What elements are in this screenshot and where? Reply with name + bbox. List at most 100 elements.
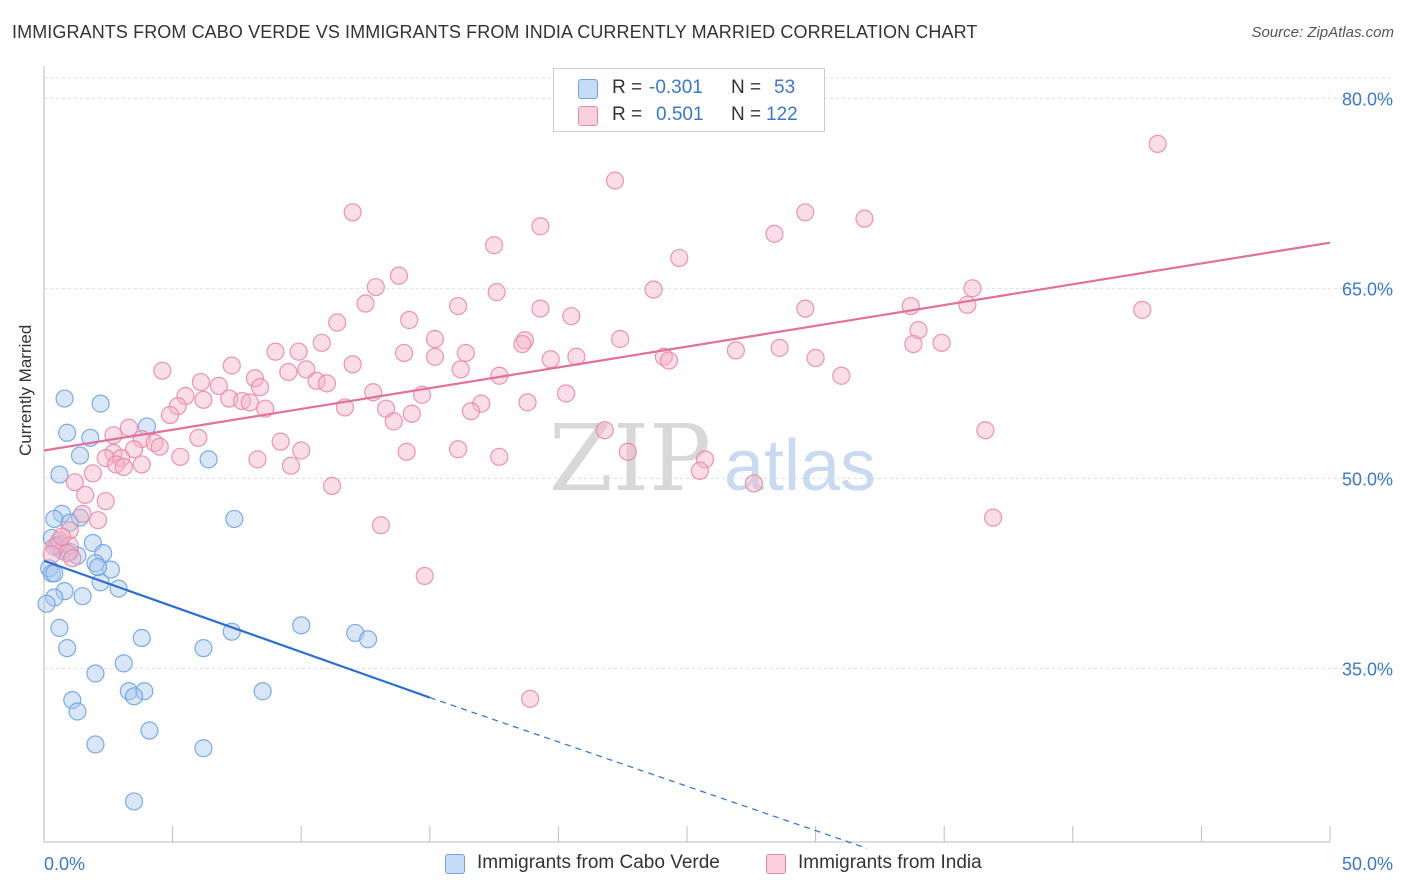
- data-point: [328, 313, 347, 332]
- n-value: 53: [774, 77, 796, 98]
- data-point: [253, 682, 272, 701]
- data-point: [855, 209, 874, 228]
- data-point: [65, 473, 84, 492]
- data-point: [191, 372, 210, 392]
- data-point: [171, 447, 190, 466]
- watermark-atlas: atlas: [724, 426, 876, 506]
- x-tick-label: 50.0%: [1342, 854, 1393, 874]
- data-point: [312, 333, 331, 352]
- data-point: [45, 509, 64, 529]
- data-point: [485, 236, 504, 255]
- data-point: [50, 618, 69, 637]
- data-point: [425, 329, 445, 349]
- n-label: N =: [731, 77, 762, 98]
- data-point: [932, 333, 951, 352]
- data-point: [366, 277, 385, 297]
- data-point: [289, 342, 308, 361]
- data-point: [160, 405, 180, 425]
- data-point: [86, 664, 105, 683]
- data-point: [132, 628, 151, 648]
- data-point: [96, 448, 115, 468]
- legend-label: Immigrants from Cabo Verde: [477, 852, 720, 873]
- grid-lines: [44, 77, 1393, 669]
- data-point: [281, 456, 301, 475]
- data-point: [189, 428, 208, 447]
- data-point: [58, 639, 77, 658]
- data-point: [605, 171, 625, 190]
- data-point: [611, 329, 630, 349]
- data-point: [222, 622, 241, 641]
- data-point: [60, 513, 79, 532]
- data-point: [91, 394, 110, 413]
- chart-title: IMMIGRANTS FROM CABO VERDE VS IMMIGRANTS…: [12, 22, 978, 42]
- data-point: [513, 334, 532, 354]
- data-point: [76, 485, 95, 504]
- legend-swatch-pink: [766, 854, 786, 874]
- watermark: ZIP atlas: [549, 405, 876, 512]
- data-point: [140, 721, 159, 740]
- data-point: [397, 442, 416, 461]
- data-point: [83, 464, 102, 483]
- data-point: [456, 343, 475, 363]
- data-point: [770, 338, 789, 357]
- n-label: N =: [731, 104, 762, 125]
- data-point: [70, 446, 90, 465]
- data-point: [358, 630, 378, 649]
- data-point: [124, 687, 144, 706]
- data-point: [448, 296, 468, 316]
- data-point: [415, 566, 434, 586]
- r-label: R =: [612, 77, 643, 98]
- legend-swatch-pink: [578, 106, 598, 126]
- data-point: [400, 310, 419, 330]
- r-label: R =: [612, 104, 643, 125]
- data-point: [225, 509, 244, 529]
- data-point: [343, 355, 362, 374]
- data-point: [425, 347, 445, 366]
- data-point: [356, 294, 375, 313]
- data-point: [595, 421, 614, 440]
- data-point: [472, 394, 491, 413]
- data-point: [114, 457, 133, 477]
- data-point: [91, 573, 110, 592]
- r-value: 0.501: [656, 104, 704, 125]
- legend-label: Immigrants from India: [798, 852, 982, 873]
- data-point: [297, 360, 316, 379]
- axes: [43, 66, 1331, 843]
- data-point: [248, 450, 267, 469]
- stats-legend: R = -0.301 N = 53 R = 0.501 N = 122: [553, 68, 825, 132]
- data-point: [50, 465, 69, 484]
- data-point: [135, 682, 154, 701]
- data-point: [322, 476, 342, 496]
- data-point: [448, 440, 468, 459]
- data-point: [541, 350, 560, 369]
- data-point: [292, 616, 311, 635]
- data-point: [266, 342, 285, 361]
- data-point: [109, 579, 128, 598]
- data-point: [1133, 300, 1152, 319]
- data-point: [194, 390, 213, 409]
- data-point: [37, 594, 56, 613]
- data-point: [194, 739, 213, 758]
- data-point: [983, 508, 1003, 527]
- y-tick-label: 65.0%: [1342, 279, 1393, 299]
- trend-line-india: [43, 241, 1331, 452]
- data-point: [371, 516, 391, 535]
- data-point: [796, 299, 815, 318]
- data-point: [389, 266, 409, 285]
- data-point: [55, 389, 74, 408]
- data-point: [976, 421, 995, 440]
- data-point: [52, 527, 72, 546]
- data-point: [209, 376, 228, 395]
- data-point: [240, 393, 259, 412]
- data-point: [63, 549, 82, 568]
- data-point: [557, 384, 576, 403]
- legend-swatch-blue: [445, 854, 465, 874]
- data-point: [521, 689, 540, 708]
- data-point: [88, 557, 108, 577]
- data-point: [343, 203, 362, 222]
- y-axis-label: Currently Married: [16, 324, 35, 456]
- data-point: [114, 654, 133, 673]
- data-point: [68, 702, 87, 721]
- legend-swatch-blue: [578, 79, 598, 99]
